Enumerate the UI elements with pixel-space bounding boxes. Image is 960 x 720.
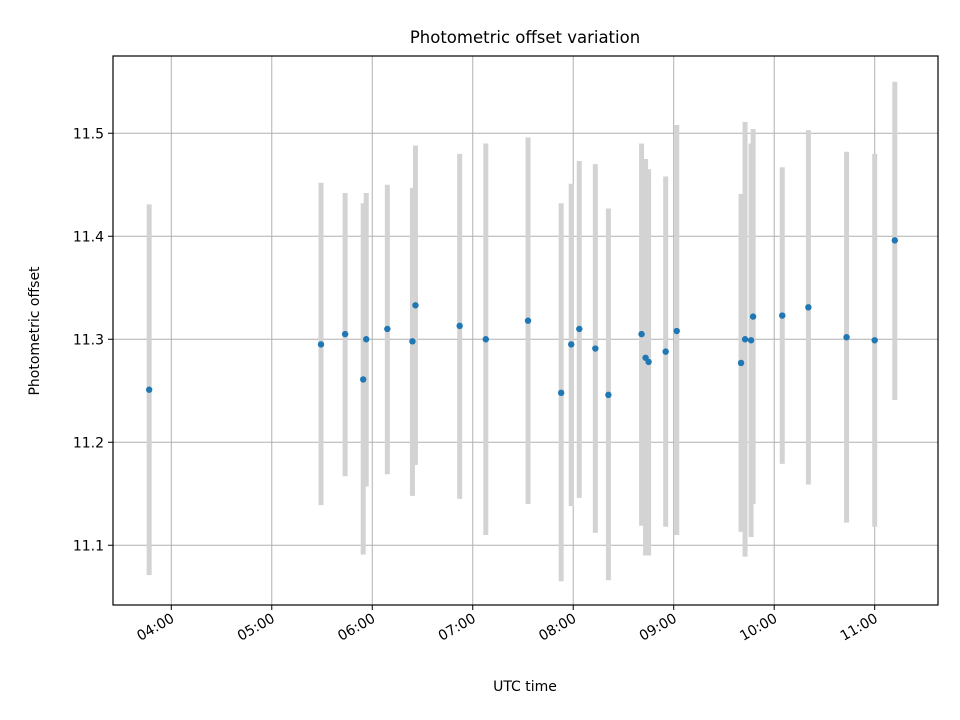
data-points <box>145 237 898 399</box>
data-point <box>645 358 652 366</box>
data-point <box>409 338 416 345</box>
data-point <box>871 337 878 344</box>
data-point <box>749 313 757 320</box>
data-point <box>568 341 575 348</box>
y-tick-label: 11.5 <box>73 126 104 142</box>
data-point <box>779 312 786 319</box>
data-point <box>737 359 745 367</box>
data-point <box>456 322 463 330</box>
data-point <box>747 337 755 344</box>
data-point <box>360 376 367 383</box>
y-tick-label: 11.3 <box>73 332 104 348</box>
y-tick-label: 11.4 <box>73 229 104 245</box>
data-point <box>673 327 680 335</box>
data-point <box>384 325 391 333</box>
data-point <box>592 345 599 352</box>
data-point <box>557 389 565 397</box>
data-point <box>482 336 490 343</box>
data-point <box>741 336 749 343</box>
data-point <box>524 317 532 324</box>
chart-title: Photometric offset variation <box>410 28 640 47</box>
data-point <box>145 386 153 393</box>
y-tick-label: 11.2 <box>73 435 104 451</box>
data-point <box>891 237 898 244</box>
data-point <box>317 341 325 348</box>
data-point <box>605 391 612 399</box>
x-axis-label: UTC time <box>493 679 557 695</box>
y-axis-ticks: 11.1 11.2 11.3 11.4 11.5 <box>73 126 113 554</box>
axes-frame <box>112 55 939 606</box>
data-point <box>843 333 850 341</box>
data-point <box>412 302 419 309</box>
y-tick-label: 11.1 <box>73 538 104 554</box>
data-point <box>805 304 812 311</box>
data-point <box>363 336 370 343</box>
y-axis-label: Photometric offset <box>27 266 43 396</box>
data-point <box>638 330 645 338</box>
data-point <box>662 348 669 355</box>
data-point <box>576 325 583 333</box>
data-point <box>341 330 349 338</box>
